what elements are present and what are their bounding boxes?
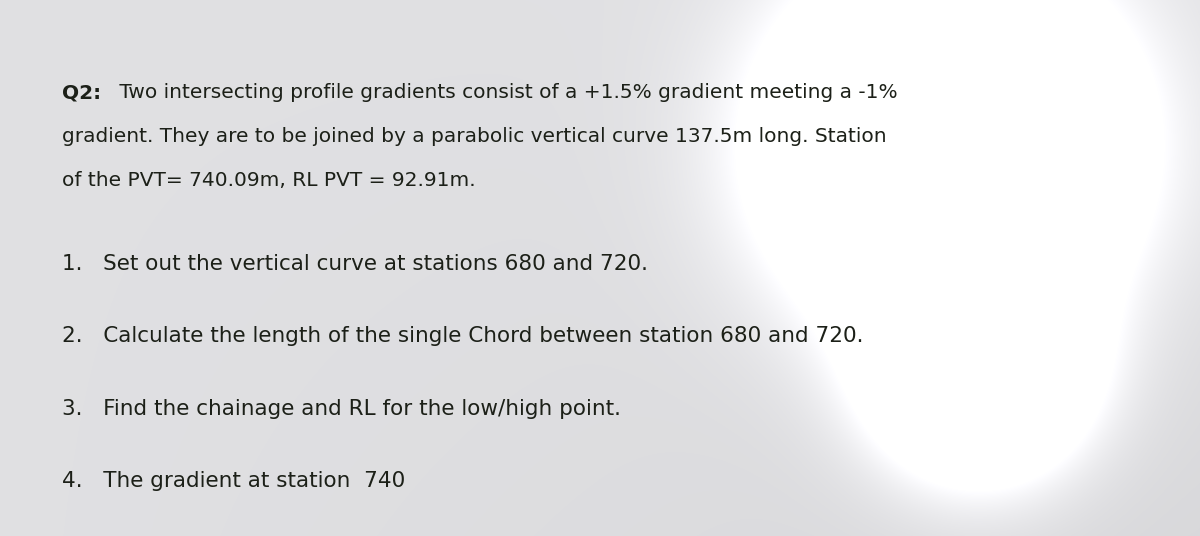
Text: Q2:: Q2:	[62, 83, 102, 102]
Text: Two intersecting profile gradients consist of a +1.5% gradient meeting a -1%: Two intersecting profile gradients consi…	[113, 83, 898, 102]
Text: 2.   Calculate the length of the single Chord between station 680 and 720.: 2. Calculate the length of the single Ch…	[62, 326, 864, 346]
Text: 4.   The gradient at station  740: 4. The gradient at station 740	[62, 471, 406, 491]
Text: 1.   Set out the vertical curve at stations 680 and 720.: 1. Set out the vertical curve at station…	[62, 254, 648, 274]
Text: gradient. They are to be joined by a parabolic vertical curve 137.5m long. Stati: gradient. They are to be joined by a par…	[62, 127, 887, 146]
Text: 3.   Find the chainage and RL for the low/high point.: 3. Find the chainage and RL for the low/…	[62, 399, 622, 419]
Text: of the PVT= 740.09m, RL PVT = 92.91m.: of the PVT= 740.09m, RL PVT = 92.91m.	[62, 171, 476, 190]
